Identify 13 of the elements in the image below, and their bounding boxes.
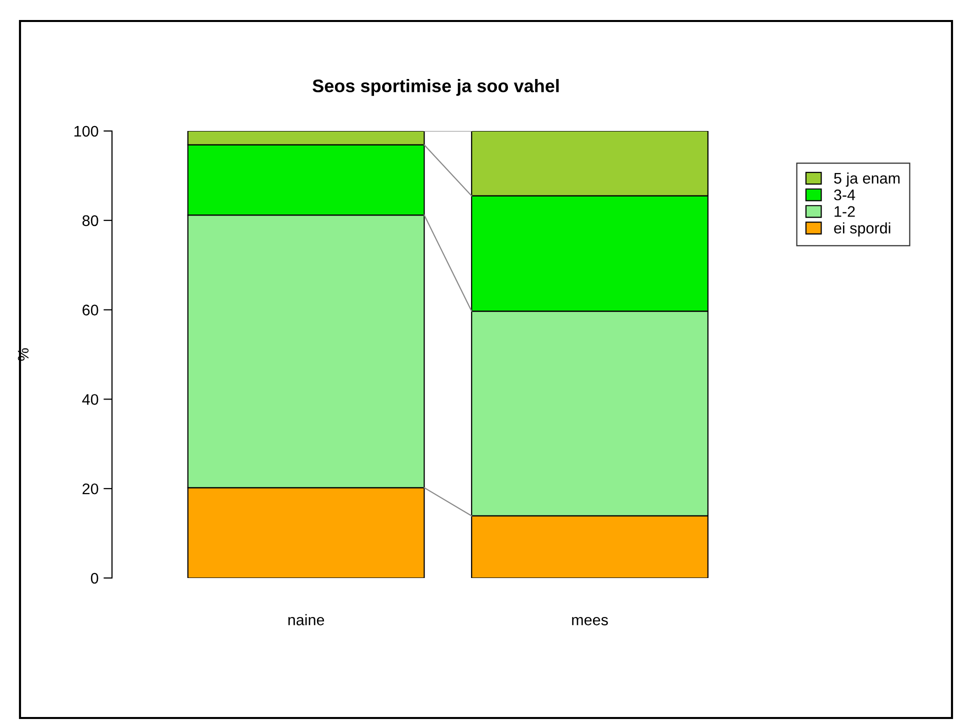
y-tick-label: 60 <box>82 304 98 316</box>
y-tick-label: 100 <box>74 126 98 137</box>
chart-title: Seos sportimise ja soo vahel <box>312 79 559 96</box>
y-tick-label: 40 <box>82 394 98 405</box>
x-tick-label: mees <box>572 616 608 626</box>
legend-label: 1-2 <box>834 206 855 217</box>
legend-label: ei spordi <box>834 222 890 237</box>
y-tick-label: 80 <box>82 215 98 226</box>
x-tick-label: naine <box>288 614 324 626</box>
y-tick-label: 0 <box>90 572 98 584</box>
legend-label: 5 ja enam <box>834 172 900 187</box>
legend-label: 3-4 <box>834 189 856 200</box>
y-tick-label: 20 <box>82 483 98 494</box>
